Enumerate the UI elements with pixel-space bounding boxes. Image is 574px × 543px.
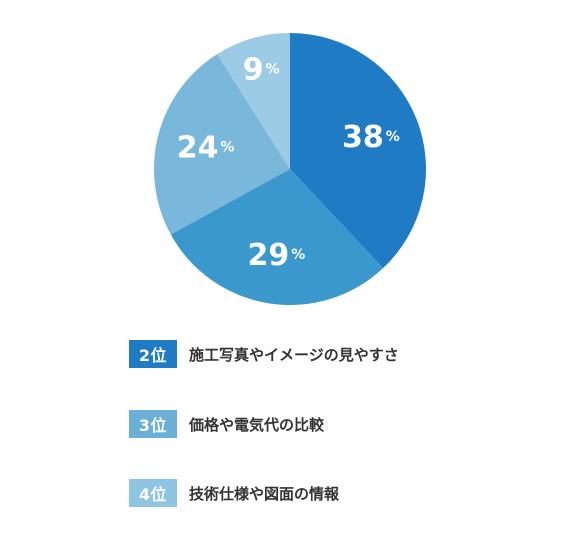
pie-label-38: 38% (342, 119, 400, 154)
pie-slice-38 (290, 33, 427, 269)
rank-text: 価格や電気代の比較 (189, 415, 325, 434)
pie-label-24: 24% (177, 130, 235, 165)
pie-labels: 38 % 29 % 24 % 9% (177, 52, 400, 272)
rank-text: 施工写真やイメージの見やすさ (189, 345, 399, 364)
ranking-item-4: 4位 技術仕様や図面の情報 (129, 479, 339, 507)
pie-chart: 38 % 29 % 24 % 9% (154, 33, 427, 305)
pie-slice-9 (217, 33, 290, 169)
pie-label-9: 9% (243, 52, 280, 87)
rank-badge: 2位 (129, 340, 177, 368)
rank-badge: 4位 (129, 479, 177, 507)
rank-badge: 3位 (129, 410, 177, 438)
pie-slices (154, 33, 427, 305)
ranking-item-3: 3位 価格や電気代の比較 (129, 410, 324, 438)
ranking-item-2: 2位 施工写真やイメージの見やすさ (129, 340, 399, 368)
pie-slice-24 (154, 54, 290, 235)
pie-slice-29 (170, 169, 384, 305)
rank-text: 技術仕様や図面の情報 (189, 484, 340, 503)
pie-label-29: 29% (247, 237, 305, 272)
